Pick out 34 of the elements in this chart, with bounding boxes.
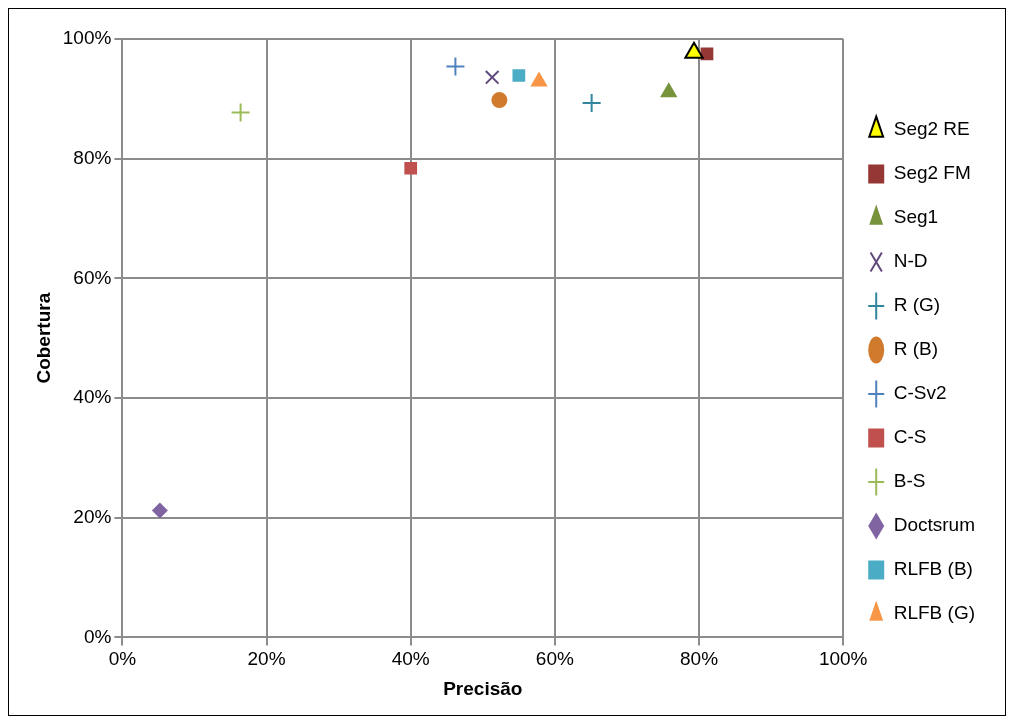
point xyxy=(404,161,418,175)
y-tick-label: 100% xyxy=(62,27,112,49)
legend-label: B-S xyxy=(893,470,926,492)
legend-label: RLFB (B) xyxy=(893,558,973,580)
legend-label: C-S xyxy=(893,426,927,448)
point xyxy=(491,92,508,109)
legend-label: Seg2 RE xyxy=(893,118,970,140)
x-tick-label: 100% xyxy=(818,648,868,670)
y-axis-title: Cobertura xyxy=(32,292,54,384)
point xyxy=(512,69,526,82)
x-tick-label: 80% xyxy=(680,648,719,670)
legend-label: R (G) xyxy=(893,294,941,316)
y-tick-label: 20% xyxy=(73,505,112,527)
legend-label: C-Sv2 xyxy=(893,382,947,404)
legend-label: Doctsrum xyxy=(893,514,976,536)
x-axis-title: Precisão xyxy=(443,677,523,699)
y-tick-label: 60% xyxy=(73,266,112,288)
legend-label: R (B) xyxy=(893,338,939,360)
point xyxy=(484,69,500,85)
legend-label: N-D xyxy=(893,250,928,272)
y-tick-label: 0% xyxy=(83,625,112,647)
x-tick-label: 40% xyxy=(391,648,430,670)
point xyxy=(581,93,602,114)
legend-label: Seg1 xyxy=(893,206,939,228)
point xyxy=(151,502,168,519)
y-tick-label: 40% xyxy=(73,386,112,408)
x-tick-label: 0% xyxy=(108,648,137,670)
x-tick-label: 20% xyxy=(247,648,286,670)
legend-label: RLFB (G) xyxy=(893,602,975,624)
legend-label: Seg2 FM xyxy=(893,162,971,184)
point xyxy=(230,102,251,123)
x-tick-label: 60% xyxy=(535,648,574,670)
y-tick-label: 80% xyxy=(73,146,112,168)
point xyxy=(445,56,466,77)
